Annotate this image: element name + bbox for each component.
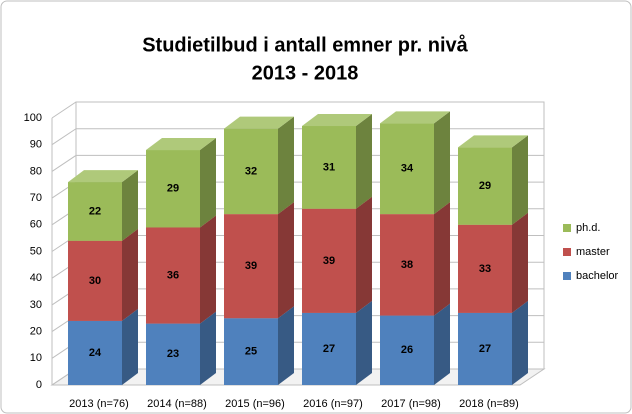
bar	[302, 312, 356, 385]
bar	[380, 214, 434, 316]
legend-swatch	[563, 248, 571, 256]
y-tick-label: 100	[24, 112, 42, 124]
y-tick-label: 50	[30, 245, 42, 257]
y-tick-label: 0	[36, 379, 42, 391]
legend-swatch	[563, 224, 571, 232]
x-tick-label: 2013 (n=76)	[69, 398, 129, 410]
x-tick-label: 2017 (n=98)	[381, 398, 441, 410]
bar-side	[278, 116, 294, 215]
bar	[224, 318, 278, 385]
bar-top	[68, 170, 138, 183]
bar-side	[512, 135, 528, 225]
y-tick-label: 40	[30, 272, 42, 284]
bar-side	[512, 212, 528, 313]
bar-side	[356, 114, 372, 209]
bar-side	[278, 202, 294, 319]
value-label: 32	[245, 165, 257, 177]
legend-label: master	[576, 246, 610, 258]
bar	[146, 323, 200, 385]
value-label: 24	[89, 347, 102, 359]
bar-side	[122, 170, 138, 241]
bar-top	[380, 111, 450, 124]
legend-label: bachelor	[576, 270, 619, 282]
y-tick-label: 80	[30, 165, 42, 177]
bar	[68, 182, 122, 241]
value-label: 25	[245, 346, 257, 358]
bar-side	[278, 306, 294, 385]
bar-top	[224, 116, 294, 129]
chart-title: Studietilbud i antall emner pr. nivå	[142, 33, 468, 56]
bar	[302, 208, 356, 313]
value-label: 30	[89, 275, 101, 287]
value-label: 34	[401, 163, 414, 175]
y-tick-label: 70	[30, 192, 42, 204]
bar-side	[356, 300, 372, 385]
y-tick-label: 10	[30, 352, 42, 364]
value-label: 38	[401, 259, 413, 271]
value-label: 23	[167, 348, 179, 360]
bar	[458, 147, 512, 225]
bar-top	[302, 114, 372, 127]
bar-side	[434, 202, 450, 316]
value-label: 39	[323, 255, 335, 267]
value-label: 39	[245, 260, 257, 272]
value-label: 27	[479, 343, 491, 355]
x-tick-label: 2018 (n=89)	[459, 398, 519, 410]
x-tick-label: 2016 (n=97)	[303, 398, 363, 410]
legend-swatch	[563, 272, 571, 280]
bar	[458, 224, 512, 313]
bar	[68, 240, 122, 321]
value-label: 36	[167, 269, 179, 281]
bar-side	[122, 308, 138, 385]
bar-side	[434, 111, 450, 215]
bar	[380, 123, 434, 215]
y-tick-label: 60	[30, 219, 42, 231]
bar-side	[200, 138, 216, 228]
y-tick-label: 20	[30, 326, 42, 338]
bar-side	[122, 228, 138, 321]
bar-side	[434, 303, 450, 385]
bar	[380, 315, 434, 385]
bar	[146, 150, 200, 228]
value-label: 27	[323, 343, 335, 355]
value-label: 22	[89, 205, 101, 217]
grid-line	[51, 101, 544, 119]
value-label: 29	[167, 183, 179, 195]
value-label: 29	[479, 180, 491, 192]
legend-label: ph.d.	[576, 222, 600, 234]
bar-top	[146, 138, 216, 151]
bar-top	[458, 135, 528, 148]
bar	[224, 128, 278, 215]
bar	[146, 227, 200, 324]
y-tick-label: 90	[30, 139, 42, 151]
chart-subtitle: 2013 - 2018	[252, 62, 359, 84]
bar-side	[200, 215, 216, 324]
bar	[68, 320, 122, 385]
bar-side	[200, 311, 216, 385]
x-tick-label: 2014 (n=88)	[147, 398, 207, 410]
bar	[302, 126, 356, 209]
x-tick-label: 2015 (n=96)	[225, 398, 285, 410]
value-label: 33	[479, 263, 491, 275]
bar-side	[356, 196, 372, 313]
bar	[224, 214, 278, 319]
bar	[458, 312, 512, 385]
y-tick-label: 30	[30, 299, 42, 311]
value-label: 31	[323, 161, 335, 173]
value-label: 26	[401, 344, 413, 356]
bar-side	[512, 300, 528, 385]
